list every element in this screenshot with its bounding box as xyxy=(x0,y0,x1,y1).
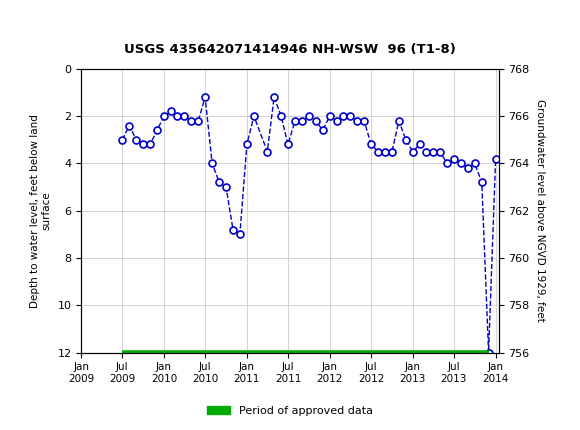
Text: ≡USGS: ≡USGS xyxy=(12,17,66,35)
Text: USGS 435642071414946 NH-WSW  96 (T1-8): USGS 435642071414946 NH-WSW 96 (T1-8) xyxy=(124,43,456,56)
Text: ≋: ≋ xyxy=(7,16,23,35)
Y-axis label: Depth to water level, feet below land
surface: Depth to water level, feet below land su… xyxy=(30,114,52,307)
Y-axis label: Groundwater level above NGVD 1929, feet: Groundwater level above NGVD 1929, feet xyxy=(535,99,545,322)
Legend: Period of approved data: Period of approved data xyxy=(203,401,377,420)
